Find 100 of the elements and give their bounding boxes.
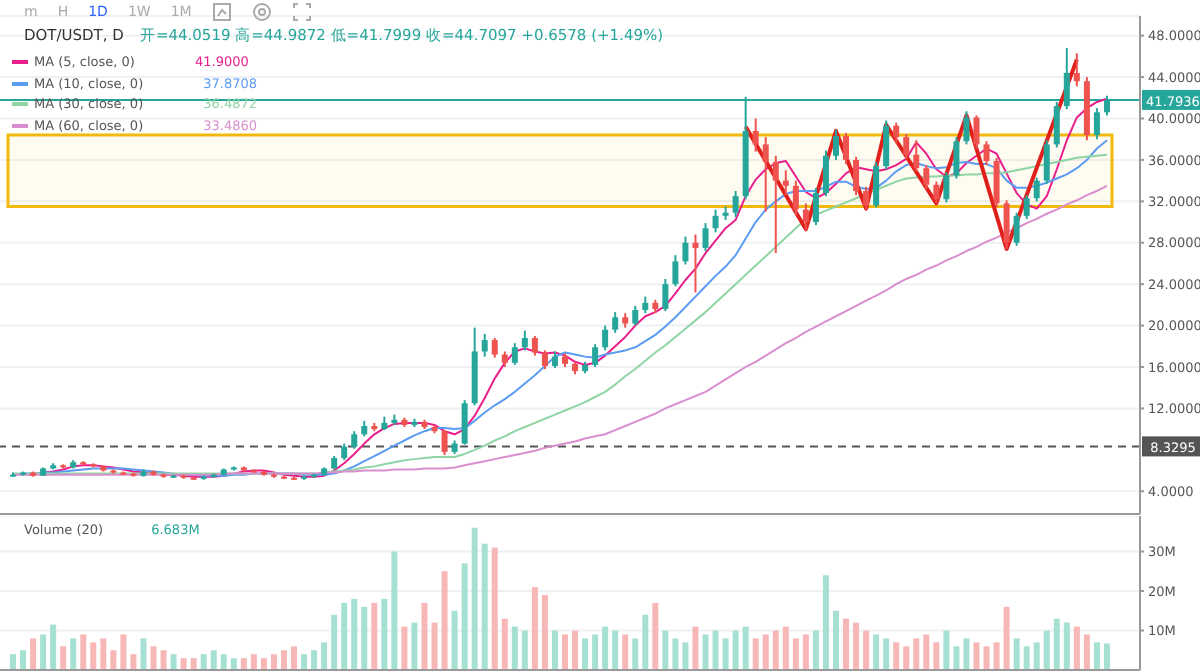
bar (200, 654, 207, 670)
bar (722, 638, 729, 670)
bar (120, 634, 127, 670)
candlestick (752, 117, 759, 153)
candlestick (1073, 52, 1080, 88)
bar (1063, 622, 1070, 670)
bar (742, 626, 749, 670)
candlestick (682, 235, 689, 266)
bar (461, 563, 468, 670)
candlestick (541, 349, 548, 371)
candlestick (843, 131, 850, 166)
bar (973, 642, 980, 670)
candlestick (913, 139, 920, 173)
bar (1073, 626, 1080, 670)
candlestick (782, 169, 789, 197)
bar (230, 658, 237, 670)
candlestick (632, 304, 639, 327)
bar (150, 646, 157, 670)
bar (1003, 606, 1010, 670)
candlestick (762, 136, 769, 213)
bar (331, 614, 338, 670)
bar (752, 638, 759, 670)
bar (672, 638, 679, 670)
bar (511, 626, 518, 670)
candlestick (963, 110, 970, 146)
candlestick (602, 324, 609, 352)
bar (652, 602, 659, 670)
candlestick (822, 149, 829, 198)
bar (1013, 638, 1020, 670)
bar (421, 602, 428, 670)
bar (822, 575, 829, 670)
bar (541, 594, 548, 670)
bar (662, 630, 669, 670)
candlestick (903, 133, 910, 160)
bar (732, 630, 739, 670)
bar (642, 614, 649, 670)
bar (873, 634, 880, 670)
candlestick (511, 342, 518, 366)
candlestick (1013, 211, 1020, 247)
bar (993, 642, 1000, 670)
bar (602, 626, 609, 670)
bar (371, 602, 378, 670)
bar (832, 610, 839, 670)
bar (170, 654, 177, 670)
candlestick (973, 114, 980, 150)
candlestick (953, 136, 960, 180)
bar (351, 598, 358, 670)
bar (501, 618, 508, 670)
candlestick (692, 233, 699, 294)
candlestick (893, 121, 900, 145)
candlestick (672, 254, 679, 288)
bar (411, 622, 418, 670)
bar (843, 618, 850, 670)
bar (893, 642, 900, 670)
bar (280, 650, 287, 670)
candlestick (923, 164, 930, 190)
bar (883, 638, 890, 670)
bar (260, 658, 267, 670)
candlestick (712, 208, 719, 234)
bar (70, 638, 77, 670)
bar (20, 650, 27, 670)
candlestick (612, 311, 619, 334)
bar (562, 634, 568, 670)
candlestick (983, 140, 990, 167)
bar (592, 634, 599, 670)
bar (491, 547, 498, 670)
bar (441, 571, 448, 670)
bar (451, 610, 458, 670)
bar (80, 634, 87, 670)
bar (632, 638, 639, 670)
bar (792, 638, 799, 670)
candlestick (1043, 139, 1050, 185)
bar (220, 654, 227, 670)
bar (913, 638, 920, 670)
candlestick (933, 180, 940, 205)
bar (60, 646, 67, 670)
bar (572, 630, 579, 670)
bar (702, 634, 709, 670)
bar (471, 527, 478, 670)
bar (712, 630, 719, 670)
candlestick (792, 179, 799, 217)
bar (521, 630, 528, 670)
bar (301, 654, 308, 670)
bar (311, 650, 318, 670)
bar (50, 624, 57, 670)
bar (30, 638, 37, 670)
bar (240, 658, 247, 670)
candlestick (531, 334, 538, 357)
bar (481, 543, 488, 670)
bar (110, 650, 117, 670)
candlestick (481, 332, 488, 358)
bar (130, 654, 137, 670)
bar (250, 654, 257, 670)
candlestick (873, 160, 880, 209)
candlestick (943, 171, 950, 204)
bar (762, 634, 769, 670)
bar (923, 634, 930, 670)
bar (40, 634, 47, 670)
bar (1053, 618, 1060, 670)
candlestick (441, 429, 448, 456)
